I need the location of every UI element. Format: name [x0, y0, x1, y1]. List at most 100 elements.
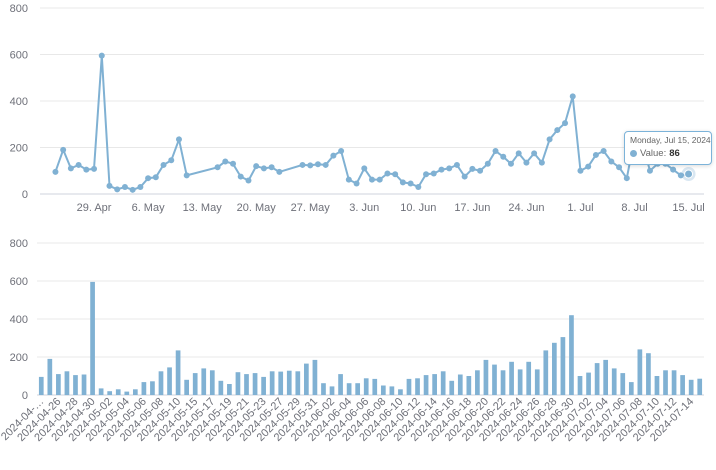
bar[interactable]	[295, 371, 301, 396]
bar[interactable]	[278, 371, 284, 395]
bar[interactable]	[688, 379, 694, 395]
bar[interactable]	[38, 376, 44, 395]
bar[interactable]	[475, 370, 480, 395]
bar[interactable]	[64, 371, 70, 396]
bar[interactable]	[132, 389, 138, 395]
bar[interactable]	[184, 379, 189, 395]
bar[interactable]	[304, 363, 309, 395]
line-point[interactable]	[415, 184, 422, 191]
line-point[interactable]	[399, 179, 406, 186]
line-point[interactable]	[237, 173, 244, 180]
bar[interactable]	[466, 376, 472, 395]
line-point[interactable]	[446, 165, 453, 172]
line-point[interactable]	[121, 184, 128, 191]
line-point[interactable]	[600, 147, 607, 154]
line-point[interactable]	[361, 165, 368, 172]
bar[interactable]	[432, 374, 437, 395]
bar[interactable]	[628, 382, 634, 395]
line-point[interactable]	[423, 171, 430, 178]
line-point[interactable]	[453, 161, 460, 168]
line-point[interactable]	[114, 186, 121, 193]
line-point[interactable]	[91, 165, 98, 172]
line-point[interactable]	[569, 93, 576, 100]
line-point[interactable]	[152, 174, 159, 181]
bar[interactable]	[569, 315, 574, 395]
bar[interactable]	[671, 370, 677, 395]
bar[interactable]	[483, 359, 489, 395]
bar[interactable]	[209, 370, 215, 395]
bar[interactable]	[98, 388, 104, 395]
bar[interactable]	[269, 371, 275, 396]
line-point[interactable]	[469, 165, 476, 172]
bar[interactable]	[423, 375, 429, 395]
bar[interactable]	[338, 374, 343, 395]
bar[interactable]	[47, 358, 53, 395]
bar[interactable]	[372, 378, 378, 395]
bar[interactable]	[158, 371, 164, 396]
line-point[interactable]	[137, 184, 144, 191]
bar[interactable]	[611, 368, 617, 395]
line-point[interactable]	[129, 186, 136, 193]
line-point[interactable]	[145, 175, 152, 182]
bar[interactable]	[680, 375, 685, 395]
line-point[interactable]	[484, 160, 491, 167]
bar[interactable]	[440, 371, 446, 396]
line-point[interactable]	[52, 168, 59, 175]
bar[interactable]	[406, 378, 412, 395]
bar[interactable]	[663, 370, 668, 395]
bar[interactable]	[380, 385, 386, 396]
bar[interactable]	[244, 374, 249, 395]
bar[interactable]	[637, 349, 643, 395]
bar[interactable]	[552, 342, 557, 396]
bar[interactable]	[73, 375, 78, 395]
bar[interactable]	[654, 376, 660, 395]
line-point[interactable]	[268, 164, 275, 171]
line-point[interactable]	[554, 127, 561, 134]
bar[interactable]	[261, 376, 266, 395]
line-point[interactable]	[670, 166, 677, 173]
line-point[interactable]	[338, 147, 345, 154]
bar[interactable]	[594, 363, 600, 395]
bar[interactable]	[492, 364, 497, 395]
bar[interactable]	[192, 373, 198, 395]
line-point[interactable]	[523, 159, 530, 166]
line-point[interactable]	[646, 167, 653, 174]
bar[interactable]	[321, 383, 326, 395]
bar[interactable]	[329, 386, 335, 395]
line-point[interactable]	[183, 172, 190, 179]
line-point[interactable]	[260, 165, 267, 172]
line-point[interactable]	[438, 166, 445, 173]
bar[interactable]	[517, 369, 523, 395]
bar[interactable]	[346, 383, 352, 395]
line-point[interactable]	[507, 160, 514, 167]
bar[interactable]	[449, 380, 455, 396]
line-point[interactable]	[500, 153, 507, 160]
bar[interactable]	[252, 373, 258, 395]
bar[interactable]	[620, 373, 626, 395]
bar[interactable]	[398, 389, 403, 395]
line-point[interactable]	[83, 166, 90, 173]
bar[interactable]	[235, 372, 241, 395]
bar[interactable]	[560, 337, 566, 395]
line-point[interactable]	[608, 158, 615, 165]
bar[interactable]	[90, 281, 95, 395]
bar[interactable]	[457, 374, 463, 396]
line-point[interactable]	[384, 170, 391, 177]
line-point[interactable]	[353, 180, 360, 187]
line-point[interactable]	[592, 151, 599, 158]
bar[interactable]	[227, 384, 232, 395]
line-point[interactable]	[168, 157, 175, 164]
line-point[interactable]	[214, 164, 221, 171]
line-point[interactable]	[369, 176, 375, 183]
bar[interactable]	[646, 353, 651, 395]
bar[interactable]	[534, 369, 540, 395]
line-point[interactable]	[677, 172, 684, 179]
line-point[interactable]	[562, 120, 569, 127]
line-point[interactable]	[314, 161, 321, 168]
bar[interactable]	[415, 378, 420, 395]
line-point[interactable]	[222, 158, 229, 165]
line-point[interactable]	[160, 161, 167, 168]
line-point[interactable]	[322, 161, 329, 168]
line-point[interactable]	[345, 176, 352, 183]
line-point[interactable]	[477, 167, 484, 174]
